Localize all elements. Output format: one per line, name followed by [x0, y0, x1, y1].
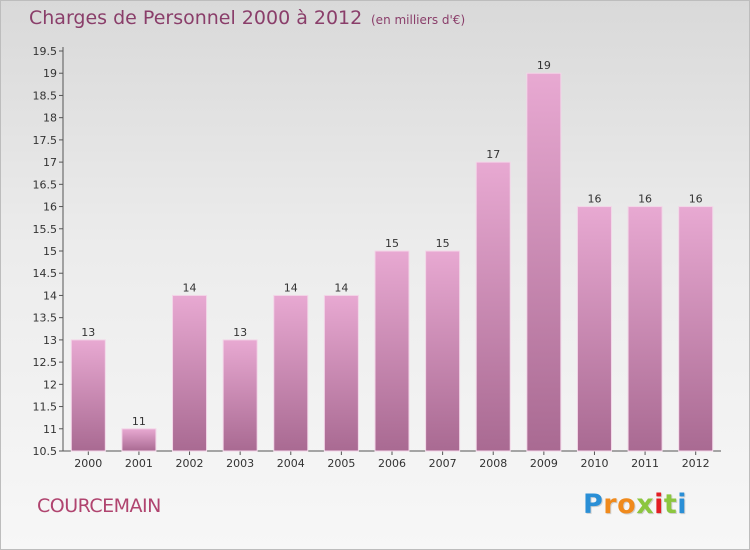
logo-letter: P	[583, 489, 604, 520]
chart-subtitle: (en milliers d'€)	[371, 13, 466, 27]
data-label-2007: 15	[436, 237, 450, 250]
x-tick-label: 2002	[176, 457, 204, 470]
data-label-2008: 17	[486, 148, 500, 161]
bar-2002	[172, 294, 208, 452]
logo-letter: i	[654, 489, 664, 520]
x-tick-label: 2005	[327, 457, 355, 470]
y-tick-label: 15.5	[33, 223, 58, 236]
y-tick-label: 15	[43, 245, 57, 258]
y-tick-label: 14.5	[33, 267, 58, 280]
data-label-2010: 16	[587, 193, 601, 206]
chart-title: Charges de Personnel 2000 à 2012	[29, 7, 363, 29]
y-tick-label: 14	[43, 289, 57, 302]
y-tick-label: 11	[43, 423, 57, 436]
logo-letter: o	[617, 489, 637, 520]
x-tick-label: 2012	[682, 457, 710, 470]
bar-2008	[475, 161, 511, 452]
bar-2005	[323, 294, 359, 452]
y-tick-label: 10.5	[33, 445, 58, 458]
logo-letter: i	[677, 489, 688, 520]
y-tick-label: 18	[43, 112, 57, 125]
data-label-2006: 15	[385, 237, 399, 250]
x-tick-label: 2008	[479, 457, 507, 470]
x-tick-label: 2004	[277, 457, 305, 470]
bar-2006	[374, 250, 410, 452]
y-tick-label: 19.5	[33, 45, 58, 58]
bar-2009	[526, 72, 562, 452]
data-label-2001: 11	[132, 415, 146, 428]
y-tick-label: 17	[43, 156, 57, 169]
bar-2001	[121, 428, 157, 452]
y-tick-label: 13.5	[33, 312, 58, 325]
x-tick-label: 2011	[631, 457, 659, 470]
y-tick-label: 17.5	[33, 134, 58, 147]
logo-letter: x	[636, 489, 655, 520]
bar-2011	[627, 206, 663, 452]
bar-2007	[425, 250, 461, 452]
bar-2004	[273, 294, 309, 452]
y-tick-label: 11.5	[33, 401, 58, 414]
x-tick-label: 2006	[378, 457, 406, 470]
bar-2012	[678, 206, 714, 452]
data-label-2000: 13	[81, 326, 95, 339]
data-label-2009: 19	[537, 59, 551, 72]
data-label-2011: 16	[638, 193, 652, 206]
data-label-2005: 14	[334, 281, 348, 294]
commune-name: COURCEMAIN	[37, 495, 161, 517]
y-tick-label: 12	[43, 378, 57, 391]
y-tick-label: 16	[43, 201, 57, 214]
y-tick-label: 16.5	[33, 178, 58, 191]
proxiti-logo: Proxiti	[583, 489, 687, 520]
x-tick-label: 2000	[74, 457, 102, 470]
x-tick-label: 2009	[530, 457, 558, 470]
data-label-2004: 14	[284, 281, 298, 294]
logo-letter: r	[603, 489, 618, 520]
data-label-2003: 13	[233, 326, 247, 339]
x-tick-label: 2010	[580, 457, 608, 470]
x-tick-label: 2001	[125, 457, 153, 470]
logo-letter: t	[663, 489, 678, 520]
x-tick-label: 2003	[226, 457, 254, 470]
data-label-2012: 16	[689, 193, 703, 206]
bar-2003	[222, 339, 258, 452]
data-label-2002: 14	[183, 281, 197, 294]
y-tick-label: 19	[43, 67, 57, 80]
x-axis: 2000 2001 2002 2003 2004 2005 2006 2007 2008 2009…	[63, 450, 721, 470]
y-tick-label: 12.5	[33, 356, 58, 369]
y-tick-label: 18.5	[33, 89, 58, 102]
bar-2010	[576, 206, 612, 452]
bar-2000	[70, 339, 106, 452]
y-tick-label: 13	[43, 334, 57, 347]
bars: 13 11 14 13 14 14 15 15 17 19 16 16 16	[70, 59, 714, 452]
x-tick-label: 2007	[429, 457, 457, 470]
y-axis: 10.5 11 11.5 12 12.5 13 13.5 14 14.5 15 15.5 16 16.5…	[33, 45, 64, 458]
